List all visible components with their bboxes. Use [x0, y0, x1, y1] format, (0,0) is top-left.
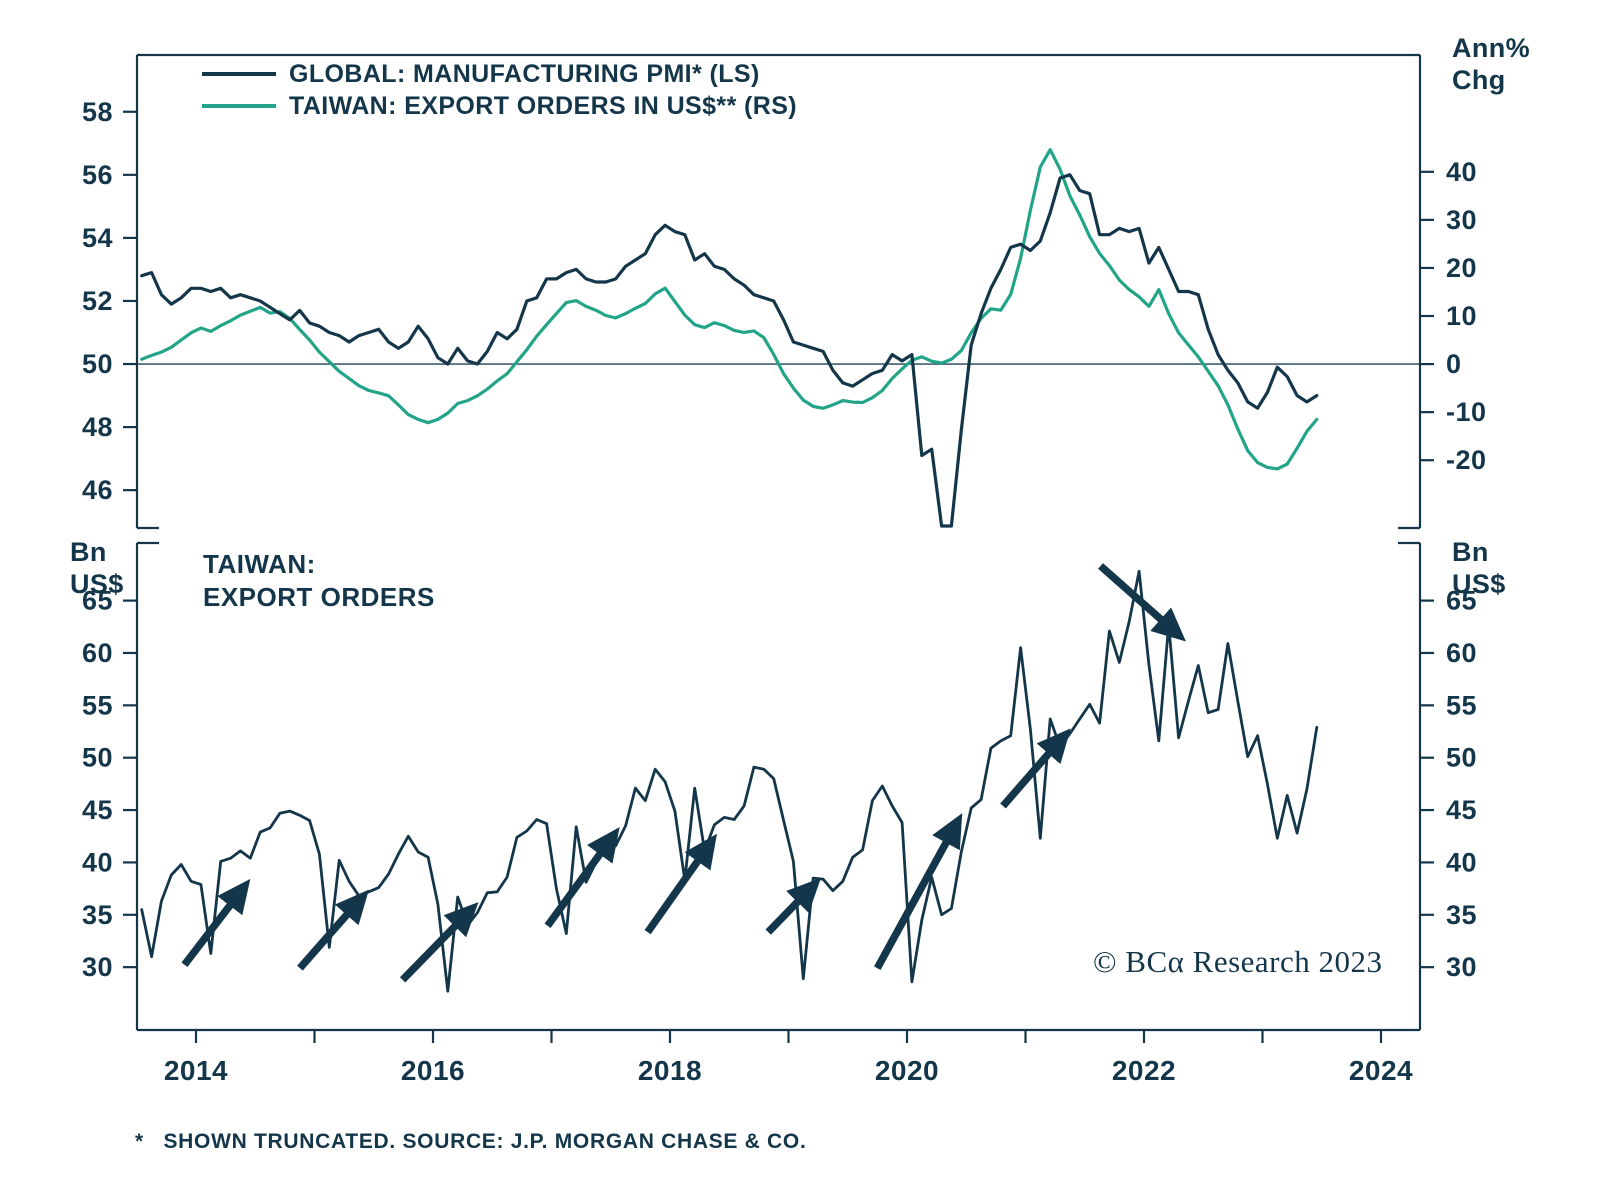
x-axis-year-label: 2016: [401, 1055, 465, 1086]
trend-arrow-up: [181, 878, 251, 968]
left-axis-tick-label: 56: [82, 160, 113, 190]
left-axis-tick-label: 52: [82, 286, 113, 316]
right-axis-tick-label: -10: [1446, 397, 1487, 427]
right-axis-tick-label: 40: [1446, 157, 1477, 187]
right-axis-tick-label: 60: [1446, 638, 1477, 668]
x-axis-year-label: 2020: [875, 1055, 939, 1086]
legend-item-pmi: GLOBAL: MANUFACTURING PMI* (LS): [202, 58, 797, 90]
legend: GLOBAL: MANUFACTURING PMI* (LS) TAIWAN: …: [202, 58, 797, 122]
bn-label-line1: Bn: [1452, 537, 1489, 567]
footnote-1: * SHOWN TRUNCATED. SOURCE: J.P. MORGAN C…: [135, 1130, 807, 1153]
left-axis-tick-label: 50: [82, 349, 113, 379]
right-axis-tick-label: 10: [1446, 301, 1477, 331]
right-axis-tick-label: 30: [1446, 205, 1477, 235]
copyright: © BCα Research 2023: [1093, 944, 1383, 979]
bottom-right-axis-title: Bn US$: [1452, 536, 1506, 600]
trend-arrow-up: [1000, 728, 1071, 809]
left-axis-tick-label: 65: [82, 586, 113, 616]
taiwan-export-orders-yoy-line: [140, 148, 1319, 471]
orders-line-swatch: [202, 104, 276, 108]
left-axis-tick-label: 48: [82, 412, 113, 442]
right-axis-tick-label: 0: [1446, 349, 1462, 379]
right-axis-tick-label: 35: [1446, 900, 1477, 930]
right-axis-tick-label: 40: [1446, 847, 1477, 877]
right-axis-tick-label: -20: [1446, 445, 1487, 475]
left-axis-tick-label: 58: [82, 97, 113, 127]
legend-item-orders: TAIWAN: EXPORT ORDERS IN US$** (RS): [202, 90, 797, 122]
right-axis-title: Ann% Chg: [1452, 32, 1530, 96]
left-axis-tick-label: 35: [82, 900, 113, 930]
right-axis-tick-label: 50: [1446, 743, 1477, 773]
trend-arrow-up: [544, 827, 620, 928]
bottom-left-axis-title: Bn US$: [70, 536, 124, 600]
left-axis-tick-label: 45: [82, 795, 113, 825]
right-axis-title-line2: Chg: [1452, 65, 1506, 95]
bn-label-line1: Bn: [70, 537, 107, 567]
right-axis-tick-label: 65: [1446, 586, 1477, 616]
right-axis-title-line1: Ann%: [1452, 33, 1531, 63]
global-manufacturing-pmi-line: [140, 173, 1319, 528]
footnotes: * SHOWN TRUNCATED. SOURCE: J.P. MORGAN C…: [135, 1077, 807, 1191]
left-axis-tick-label: 46: [82, 475, 113, 505]
x-axis-year-label: 2024: [1349, 1055, 1413, 1086]
legend-label-orders: TAIWAN: EXPORT ORDERS IN US$** (RS): [289, 91, 798, 120]
pmi-line-swatch: [202, 72, 276, 76]
trend-arrow-up: [644, 833, 717, 935]
right-axis-tick-label: 55: [1446, 690, 1477, 720]
bottom-panel-title: TAIWAN: EXPORT ORDERS: [203, 548, 435, 614]
left-axis-tick-label: 54: [82, 223, 113, 253]
trend-arrow-down: [1098, 563, 1186, 642]
left-axis-tick-label: 50: [82, 743, 113, 773]
bottom-panel-title-line2: EXPORT ORDERS: [203, 582, 435, 612]
right-axis-tick-label: 30: [1446, 952, 1477, 982]
left-axis-tick-label: 60: [82, 638, 113, 668]
x-axis-year-label: 2014: [164, 1055, 228, 1086]
left-axis-tick-label: 40: [82, 847, 113, 877]
right-axis-tick-label: 45: [1446, 795, 1477, 825]
bottom-panel-title-line1: TAIWAN:: [203, 549, 316, 579]
x-axis-year-label: 2022: [1112, 1055, 1176, 1086]
bn-label-line2: US$: [70, 569, 124, 599]
trend-arrow-up: [874, 813, 963, 970]
trend-arrow-up: [399, 902, 479, 983]
left-axis-tick-label: 55: [82, 690, 113, 720]
legend-label-pmi: GLOBAL: MANUFACTURING PMI* (LS): [289, 59, 760, 88]
taiwan-export-orders-bn-line: [140, 569, 1319, 993]
trend-arrow-up: [765, 877, 821, 935]
bn-label-line2: US$: [1452, 569, 1506, 599]
x-axis-year-label: 2018: [638, 1055, 702, 1086]
right-axis-tick-label: 20: [1446, 253, 1477, 283]
trend-arrow-up: [297, 889, 369, 971]
left-axis-tick-label: 30: [82, 952, 113, 982]
